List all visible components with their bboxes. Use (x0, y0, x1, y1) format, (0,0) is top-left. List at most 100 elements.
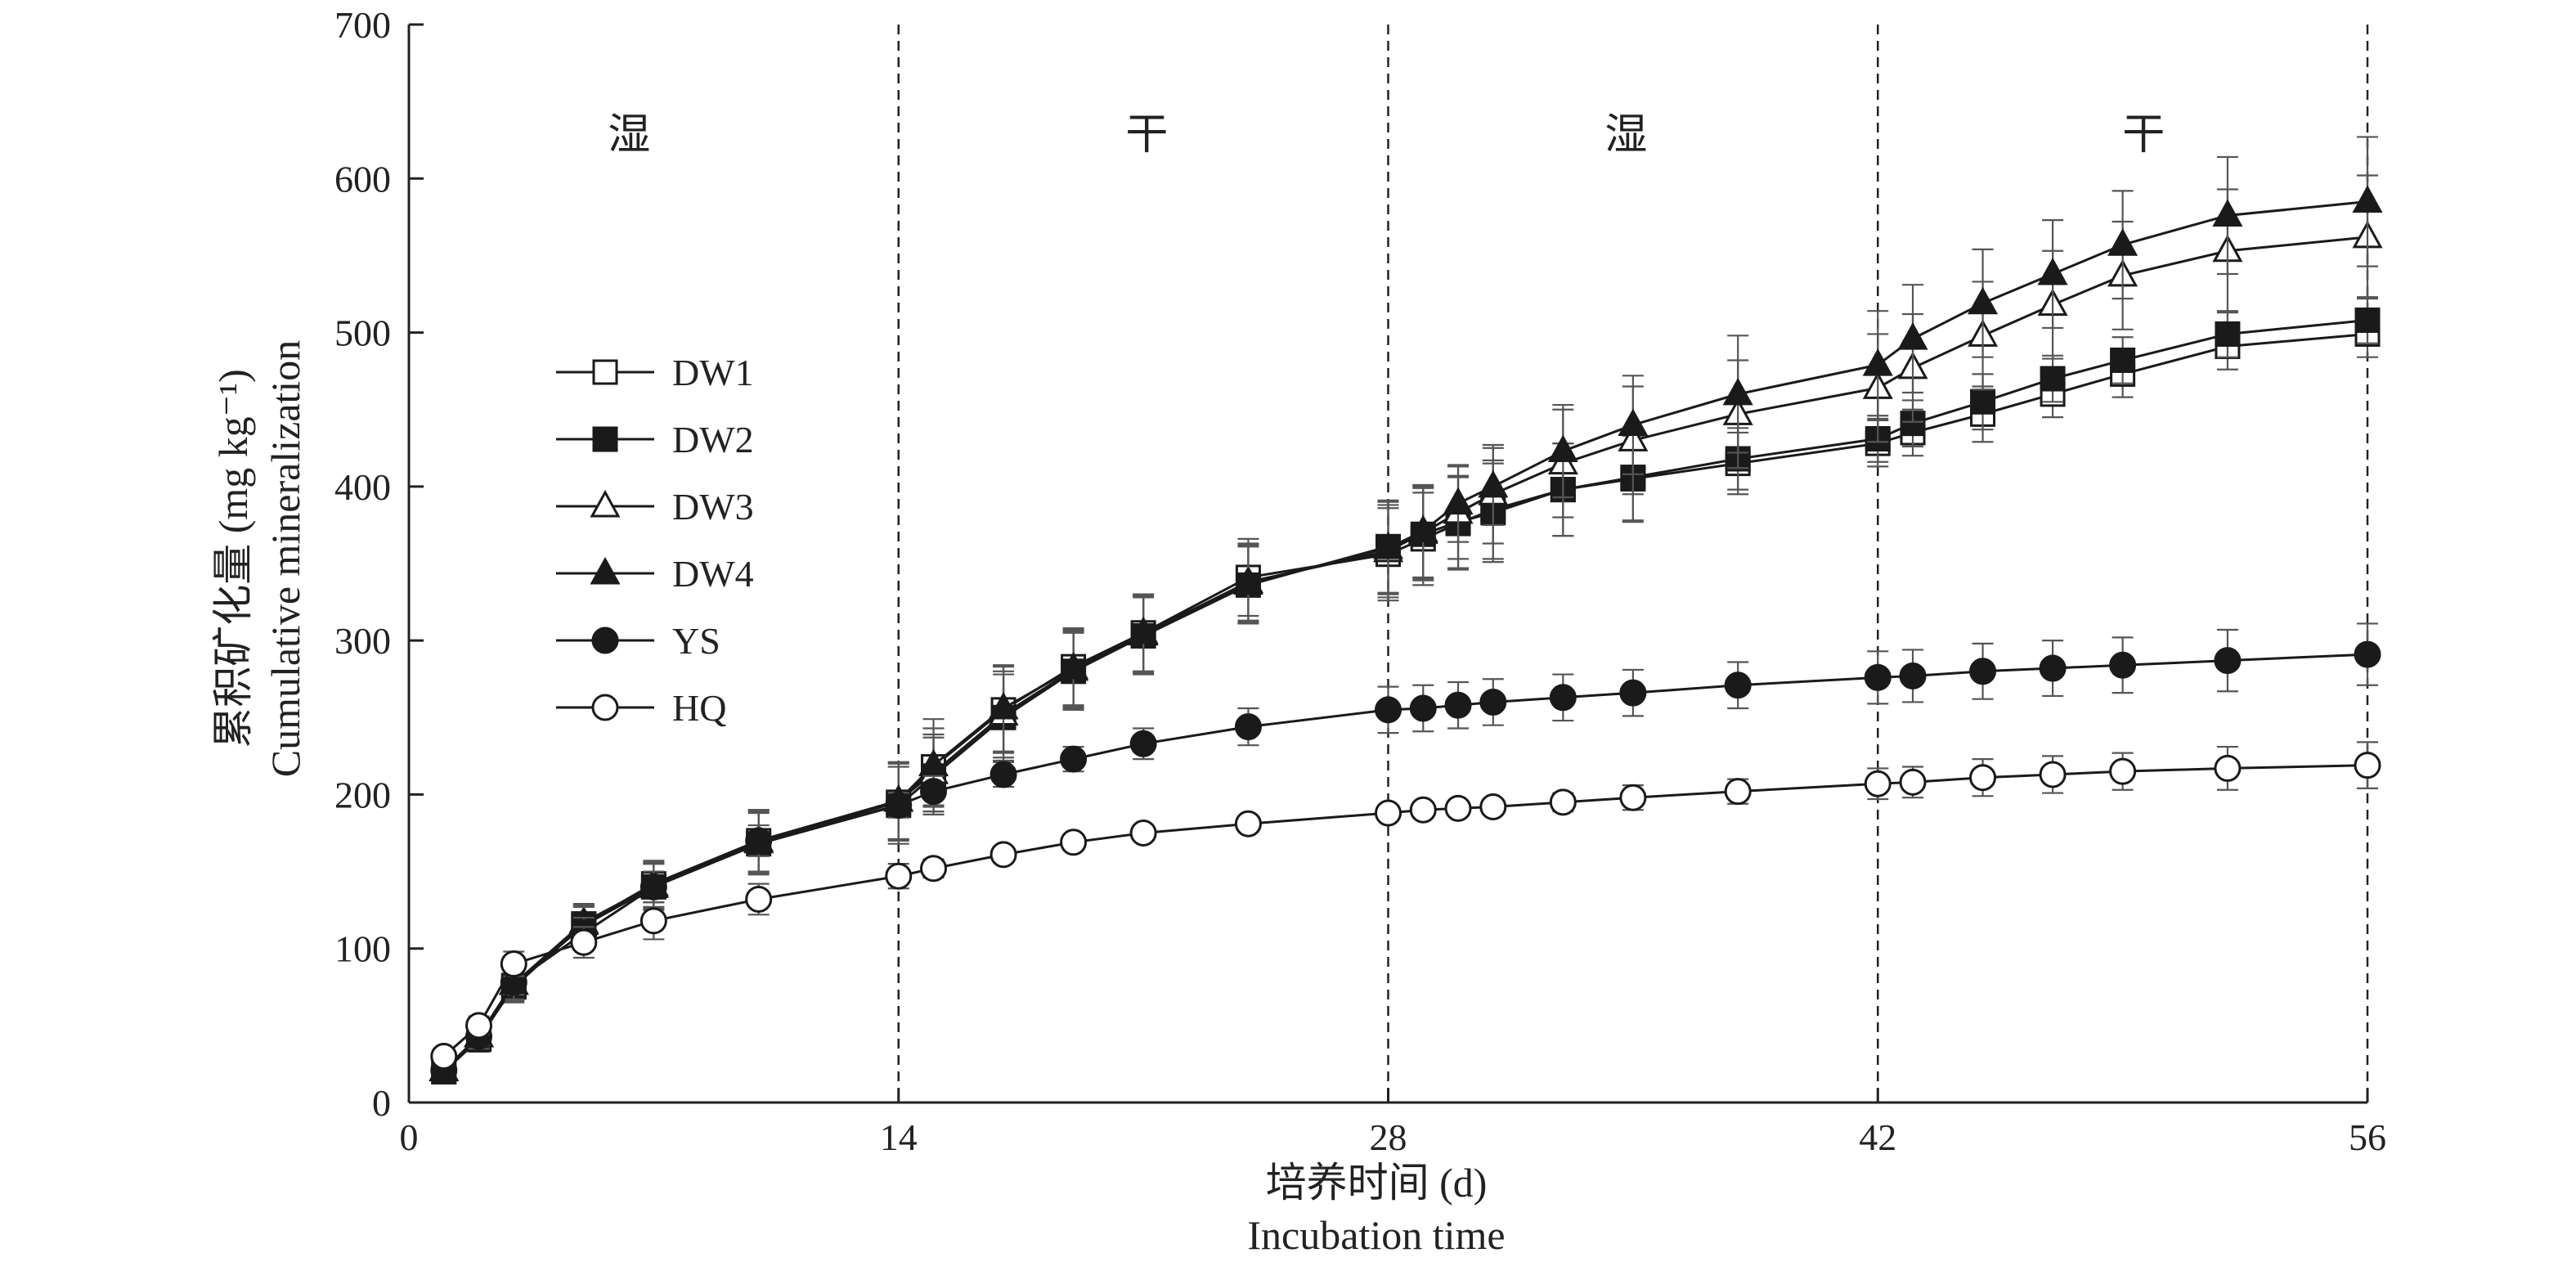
data-point-ys (745, 827, 773, 855)
x-tick-label: 28 (1370, 1116, 1407, 1158)
data-point-ys (1479, 688, 1507, 716)
data-point-dw4 (2352, 185, 2383, 213)
data-point-hq (1549, 788, 1577, 816)
phase-labels: 湿干湿干 (608, 112, 2165, 159)
y-axis-label-en: Cumulative mineralization (263, 340, 308, 778)
data-point-ys (1060, 745, 1088, 773)
legend-marker (590, 489, 621, 518)
legend-label-ys: YS (672, 620, 720, 662)
legend-label-hq: HQ (672, 687, 726, 729)
legend-marker (592, 426, 618, 452)
y-tick-label: 700 (334, 4, 391, 46)
data-point-hq (1899, 768, 1927, 796)
data-point-hq (1619, 784, 1647, 811)
data-point-dw4 (1372, 532, 1404, 559)
data-point-dw4 (1407, 514, 1438, 542)
data-point-hq (1864, 770, 1892, 797)
series-line-hq (442, 764, 2368, 1058)
y-axis-label-cn: 累积矿化量 (mg kg⁻¹) (210, 369, 256, 748)
data-point-ys (2039, 654, 2067, 682)
series-line-dw4 (442, 200, 2368, 1071)
data-point-hq (1969, 764, 1997, 792)
data-point-dw4 (1722, 377, 1753, 406)
data-point-ys (2214, 647, 2242, 675)
data-point-hq (2214, 754, 2242, 782)
y-tick-label: 200 (334, 774, 391, 815)
y-tick-label: 0 (372, 1082, 391, 1124)
phase-label: 干 (1125, 112, 1168, 159)
data-point-dw4 (2037, 257, 2068, 285)
data-point-hq (570, 928, 598, 956)
data-point-dw4 (988, 691, 1019, 720)
x-tick-label: 42 (1859, 1116, 1896, 1158)
y-tick-label: 600 (334, 158, 391, 200)
data-point-hq (1375, 799, 1402, 827)
series-ys (430, 622, 2381, 1084)
legend-item-dw1: DW1 (556, 352, 754, 393)
x-tick-label: 14 (880, 1116, 918, 1158)
legend-marker (591, 694, 619, 721)
data-point-hq (2039, 761, 2067, 788)
data-point-dw4 (1443, 487, 1474, 515)
legend-marker (591, 627, 619, 654)
legend-label-dw4: DW4 (672, 553, 754, 595)
chart-axes: 0 100 200 300 400 500 600 700 0 14 28 42 56 (334, 4, 2386, 1158)
data-point-dw4 (2212, 199, 2243, 227)
x-tick-label: 56 (2349, 1116, 2386, 1158)
data-point-hq (920, 855, 948, 883)
legend-marker (590, 556, 621, 585)
data-point-hq (1409, 796, 1437, 824)
data-point-hq (640, 907, 667, 935)
data-point-dw2 (2354, 308, 2381, 334)
data-point-hq (500, 950, 527, 978)
data-point-dw2 (2110, 347, 2136, 373)
data-point-dw2 (2215, 321, 2241, 347)
data-point-ys (1899, 662, 1927, 689)
data-point-ys (885, 792, 913, 820)
data-point-dw4 (1618, 408, 1649, 437)
data-point-hq (1060, 829, 1088, 856)
data-point-hq (990, 841, 1017, 869)
x-axis-label-cn: 培养时间 (d) (1266, 1160, 1488, 1206)
phase-label: 湿 (608, 112, 650, 159)
x-axis-label-en: Incubation time (1247, 1212, 1505, 1258)
data-point-dw4 (1897, 321, 1928, 350)
data-point-hq (2354, 752, 2381, 779)
legend-item-dw2: DW2 (556, 419, 754, 460)
data-point-ys (2109, 651, 2137, 679)
y-tick-label: 100 (334, 928, 391, 970)
data-point-ys (1234, 713, 1262, 741)
data-point-ys (920, 778, 948, 806)
data-point-ys (1724, 671, 1752, 699)
legend-label-dw2: DW2 (672, 419, 754, 460)
legend-item-dw4: DW4 (556, 553, 754, 595)
legend-label-dw1: DW1 (672, 352, 754, 393)
legend-item-ys: YS (556, 620, 720, 662)
data-point-dw4 (1547, 434, 1578, 463)
data-point-ys (640, 873, 667, 900)
series-dw3 (429, 174, 2383, 1081)
data-point-hq (745, 885, 773, 913)
data-point-hq (1129, 820, 1157, 847)
legend-item-dw3: DW3 (556, 486, 754, 528)
phase-boundaries (897, 25, 2369, 1103)
data-point-hq (885, 862, 913, 890)
data-point-ys (1619, 679, 1647, 707)
y-tick-label: 400 (334, 466, 391, 508)
data-point-ys (990, 761, 1017, 788)
data-point-ys (1409, 694, 1437, 722)
data-point-hq (430, 1043, 458, 1071)
data-point-hq (1444, 794, 1472, 822)
data-point-dw4 (1968, 286, 1999, 315)
legend-marker (592, 359, 618, 385)
data-point-ys (1129, 730, 1157, 757)
data-point-dw4 (2107, 228, 2138, 256)
data-point-dw4 (918, 748, 949, 777)
series-layer (429, 136, 2383, 1085)
data-point-dw4 (1862, 348, 1893, 376)
x-tick-label: 0 (400, 1116, 419, 1158)
legend-label-dw3: DW3 (672, 486, 754, 528)
series-hq (430, 741, 2381, 1071)
data-point-dw4 (1058, 651, 1089, 680)
